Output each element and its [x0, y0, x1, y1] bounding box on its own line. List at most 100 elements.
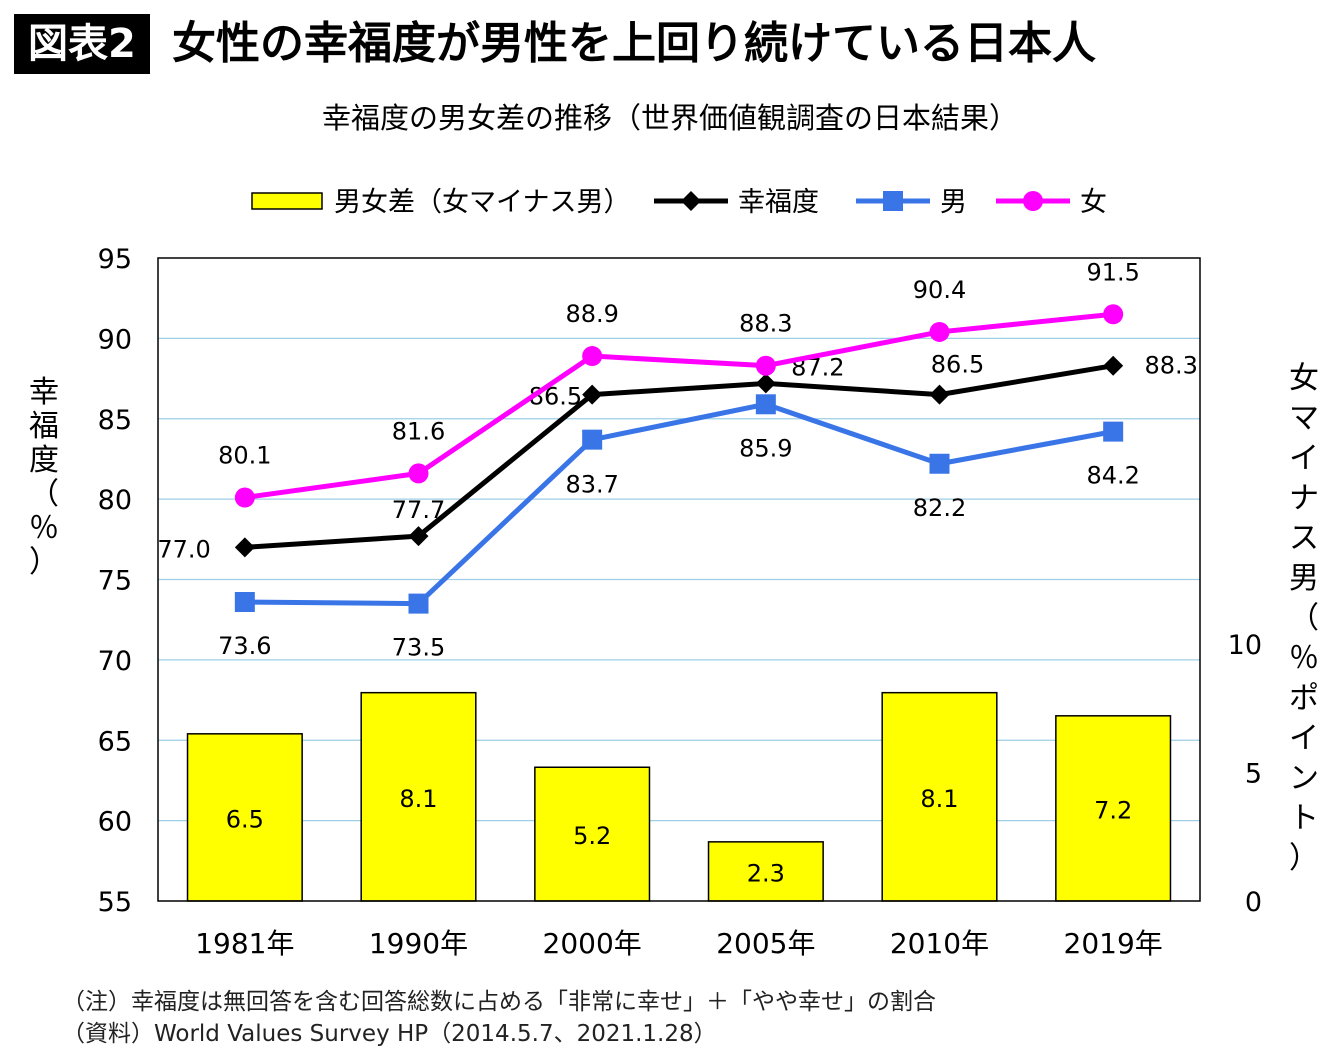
x-tick-label: 2019年: [1064, 927, 1163, 960]
point-value-label: 86.5: [931, 351, 984, 379]
legend-swatch: [251, 192, 323, 210]
axis-title-char: ナ: [1289, 481, 1319, 516]
axis-title-char: 福: [29, 409, 59, 444]
x-tick-label: 1990年: [369, 927, 468, 960]
legend-label: 男: [940, 187, 967, 218]
note-text: （注）幸福度は無回答を含む回答総数に占める「非常に幸せ」＋「やや幸せ」の割合: [62, 989, 936, 1015]
bar-value-label: 5.2: [573, 822, 611, 850]
legend-label: 幸福度: [738, 187, 819, 218]
y-left-tick-label: 95: [98, 244, 132, 275]
point-value-label: 73.6: [218, 632, 271, 660]
series-line: [244, 401, 1114, 607]
x-tick-label: 2010年: [890, 927, 989, 960]
data-point: [234, 487, 255, 508]
y-left-tick-label: 80: [98, 485, 132, 516]
axis-title-char: ％: [29, 511, 59, 546]
axis-title-char: ）: [29, 545, 59, 580]
data-point: [929, 384, 950, 405]
axis-title-char: ％: [1289, 641, 1319, 676]
point-value-label: 88.3: [1144, 352, 1197, 380]
point-value-label: 91.5: [1086, 258, 1139, 286]
axis-title-char: イ: [1289, 721, 1319, 756]
data-point: [755, 394, 776, 415]
bar: [881, 691, 998, 902]
legend-marker: [1023, 191, 1043, 211]
axis-title-char: ト: [1289, 801, 1319, 836]
data-point: [582, 429, 603, 450]
y-left-tick-label: 65: [98, 726, 132, 757]
bar-value-label: 2.3: [747, 859, 785, 887]
y-right-tick-label: 0: [1245, 887, 1262, 918]
chart-title: 幸福度の男女差の推移（世界価値観調査の日本結果）: [321, 101, 1018, 135]
data-point: [755, 373, 776, 394]
point-value-label: 73.5: [392, 634, 445, 662]
bar: [1055, 715, 1172, 902]
y-right-tick-label: 10: [1228, 630, 1262, 661]
data-point: [582, 346, 603, 367]
y-right-tick-label: 5: [1245, 758, 1262, 789]
legend-marker: [681, 191, 701, 211]
axis-title-char: 幸: [29, 375, 59, 410]
bar: [707, 841, 824, 902]
y-left-tick-label: 75: [98, 566, 132, 597]
x-tick-label: 1981年: [195, 927, 294, 960]
x-tick-label: 2000年: [543, 927, 642, 960]
data-point: [234, 537, 255, 558]
point-value-label: 88.9: [565, 300, 618, 328]
point-value-label: 90.4: [913, 276, 966, 304]
y-left-tick-label: 60: [98, 807, 132, 838]
data-point: [929, 321, 950, 342]
plot-border: [157, 257, 1201, 902]
chart-area: 55 60 65 70 75 80 85 90 95 0 5 10 6.5 8.1 5.2 2.3 8.1 7.2…: [29, 187, 1319, 960]
bar-value-label: 6.5: [226, 805, 264, 833]
axis-title-char: 度: [29, 443, 59, 478]
point-value-label: 84.2: [1086, 462, 1139, 490]
point-value-label: 77.7: [392, 496, 445, 524]
notes: （注）幸福度は無回答を含む回答総数に占める「非常に幸せ」＋「やや幸せ」の割合 （…: [62, 986, 936, 1050]
axis-title-char: ）: [1289, 841, 1319, 876]
data-point: [408, 593, 429, 614]
data-point: [234, 592, 255, 613]
axis-title-char: ス: [1289, 521, 1319, 556]
axis-title-char: ン: [1289, 761, 1319, 796]
y-left-axis-title: 幸福度（％）: [29, 375, 59, 580]
point-value-label: 88.3: [739, 310, 792, 338]
y-left-tick-label: 55: [98, 887, 132, 918]
y-left-tick-label: 85: [98, 405, 132, 436]
series-line: [244, 363, 1114, 550]
data-point: [1103, 304, 1124, 325]
figure-badge: 図表2: [14, 14, 150, 74]
legend-marker: [883, 191, 903, 211]
y-left-tick-label: 90: [98, 324, 132, 355]
source-text: （資料）World Values Survey HP（2014.5.7、2021…: [62, 1021, 717, 1047]
axis-title-char: 男: [1289, 561, 1319, 596]
data-point: [1103, 421, 1124, 442]
data-point: [1103, 355, 1124, 376]
x-tick-label: 2005年: [716, 927, 815, 960]
axis-title-char: （: [1289, 601, 1319, 636]
point-value-label: 82.2: [913, 494, 966, 522]
bar: [534, 766, 651, 902]
axis-title-char: （: [29, 477, 59, 512]
y-left-tick-label: 70: [98, 646, 132, 677]
axis-title-char: 女: [1289, 361, 1319, 396]
data-point: [929, 453, 950, 474]
bar-value-label: 8.1: [920, 785, 958, 813]
point-value-label: 85.9: [739, 434, 792, 462]
bar-value-label: 8.1: [399, 785, 437, 813]
headline: 女性の幸福度が男性を上回り続けている日本人: [172, 18, 1096, 69]
data-point: [755, 355, 776, 376]
point-value-label: 86.5: [529, 383, 582, 411]
data-point: [582, 384, 603, 405]
legend-label: 男女差（女マイナス男）: [334, 187, 630, 218]
data-point: [408, 463, 429, 484]
point-value-label: 77.0: [157, 535, 210, 563]
series-line: [244, 311, 1114, 500]
bar-value-label: 7.2: [1094, 796, 1132, 824]
point-value-label: 80.1: [218, 442, 271, 470]
axis-title-char: ポ: [1289, 681, 1319, 716]
axis-title-char: イ: [1289, 441, 1319, 476]
legend-label: 女: [1080, 187, 1107, 218]
point-value-label: 83.7: [565, 471, 618, 499]
